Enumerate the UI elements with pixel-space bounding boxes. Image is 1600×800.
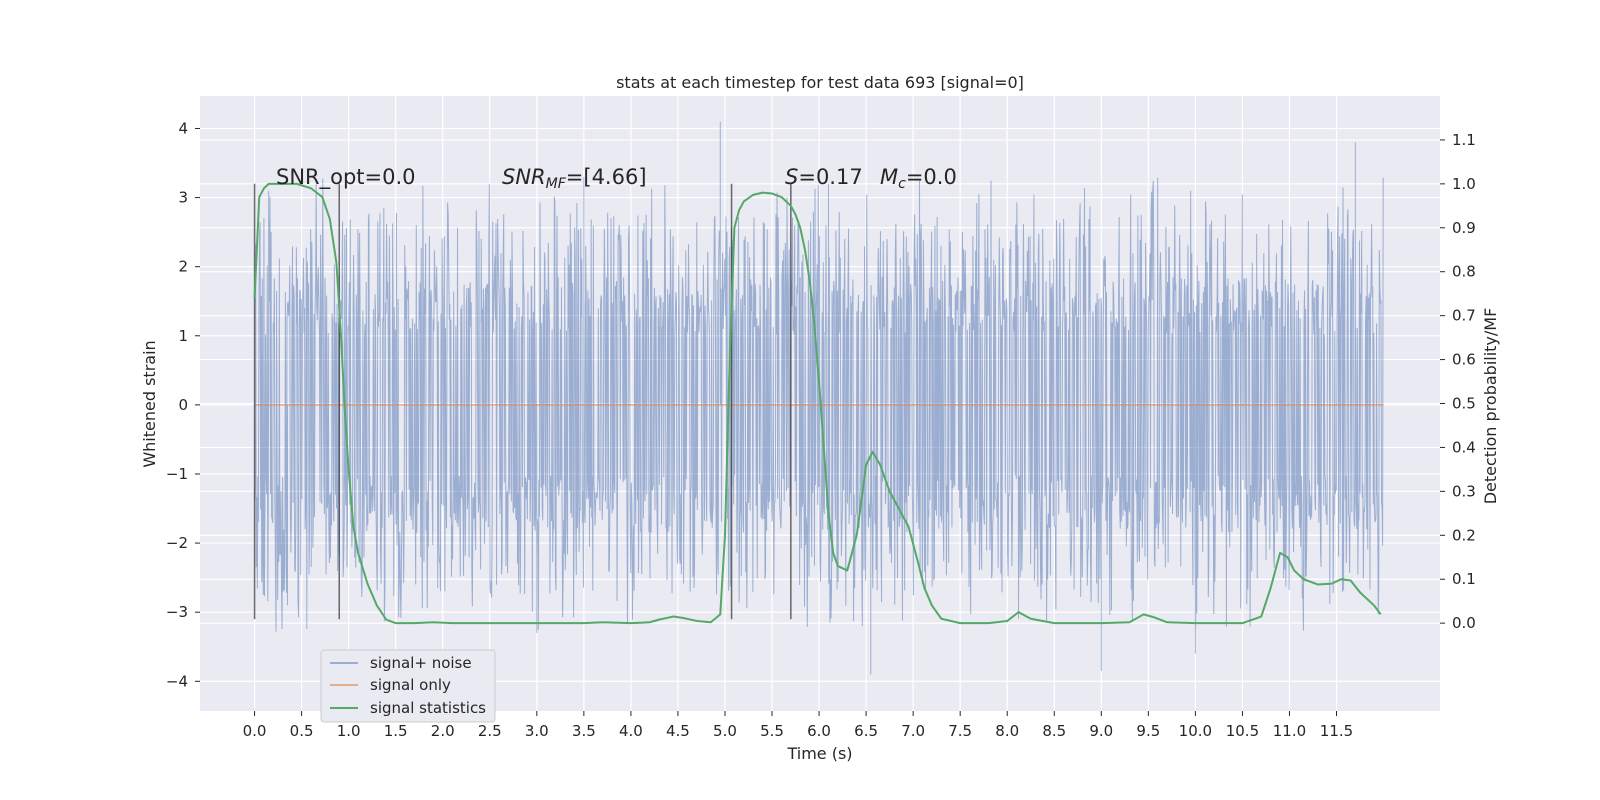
right-axis-label: Detection probability/MF [1481, 308, 1500, 505]
mc-main: M [880, 165, 898, 189]
right-tick-label-5: 0.5 [1452, 395, 1476, 413]
chart-title: stats at each timestep for test data 693… [616, 73, 1024, 92]
legend-label-noise: signal+ noise [370, 654, 472, 672]
y-tick-label-2: −2 [166, 534, 188, 552]
x-tick-label-23: 11.5 [1320, 722, 1353, 740]
right-tick-label-6: 0.6 [1452, 351, 1476, 369]
x-axis-label: Time (s) [786, 744, 852, 763]
y-tick-label-1: −3 [166, 603, 188, 621]
right-tick-label-2: 0.2 [1452, 526, 1476, 544]
right-tick-label-11: 1.1 [1452, 131, 1476, 149]
snr-opt-annotation: SNR_opt=0.0 [276, 165, 416, 190]
right-tick-label-10: 1.0 [1452, 175, 1476, 193]
x-tick-label-21: 10.5 [1226, 722, 1259, 740]
x-tick-label-6: 3.0 [525, 722, 549, 740]
legend-label-statistics: signal statistics [370, 699, 486, 717]
y-tick-label-5: 1 [178, 327, 188, 345]
x-tick-label-7: 3.5 [572, 722, 596, 740]
x-tick-label-4: 2.0 [431, 722, 455, 740]
x-tick-label-19: 9.5 [1136, 722, 1160, 740]
statistics-line-0 [253, 182, 1382, 625]
snr-mf-main: SNR [502, 165, 546, 189]
s-main: S [785, 165, 798, 189]
right-tick-label-7: 0.7 [1452, 307, 1476, 325]
x-tick-label-18: 9.0 [1089, 722, 1113, 740]
x-tick-label-20: 10.0 [1179, 722, 1212, 740]
y-tick-label-6: 2 [178, 258, 188, 276]
right-tick-label-1: 0.1 [1452, 570, 1476, 588]
mc-sub: c [898, 176, 906, 192]
y-tick-label-3: −1 [166, 465, 188, 483]
annotations: SNR_opt=0.0 SNRMF=[4.66] S=0.17 Mc=0.0 [276, 165, 957, 192]
y-axis-label: Whitened strain [140, 340, 159, 467]
x-tick-label-16: 8.0 [995, 722, 1019, 740]
x-tick-label-9: 4.5 [666, 722, 690, 740]
y-tick-label-7: 3 [178, 189, 188, 207]
legend-label-signal-only: signal only [370, 676, 451, 694]
x-tick-label-3: 1.5 [384, 722, 408, 740]
snr-mf-sub: MF [546, 176, 567, 192]
right-tick-label-9: 0.9 [1452, 219, 1476, 237]
x-tick-label-0: 0.0 [243, 722, 267, 740]
signal-noise-series [254, 121, 1384, 675]
x-tick-label-5: 2.5 [478, 722, 502, 740]
y-tick-label-0: −4 [166, 672, 188, 690]
x-tick-label-10: 5.0 [713, 722, 737, 740]
x-tick-label-15: 7.5 [948, 722, 972, 740]
x-tick-label-8: 4.0 [619, 722, 643, 740]
legend-box [320, 649, 496, 723]
noise-trace [254, 121, 1384, 675]
right-tick-label-0: 0.0 [1452, 614, 1476, 632]
marker-lines [253, 183, 792, 620]
s-value: =0.17 [798, 165, 862, 189]
x-tick-label-2: 1.0 [337, 722, 361, 740]
right-tick-label-3: 0.3 [1452, 482, 1476, 500]
s-annotation: S=0.17 [785, 165, 863, 189]
signal-statistics-series [253, 182, 1382, 625]
mc-annotation: Mc=0.0 [880, 165, 957, 192]
snr-mf-annotation: SNRMF=[4.66] [502, 165, 647, 192]
x-tick-label-14: 7.0 [901, 722, 925, 740]
snr-mf-value: =[4.66] [566, 165, 647, 189]
x-axis-ticks: 0.0 0.5 1.0 1.5 2.0 2.5 3.0 3.5 4.0 4.5 5.0 5.5 6.0 6… [243, 711, 1353, 740]
x-tick-label-22: 11.0 [1273, 722, 1306, 740]
legend: signal+ noise signal only signal statist… [320, 649, 496, 723]
mc-value: =0.0 [906, 165, 957, 189]
y-tick-label-8: 4 [178, 119, 188, 137]
x-tick-label-1: 0.5 [290, 722, 314, 740]
x-tick-label-12: 6.0 [807, 722, 831, 740]
x-tick-label-17: 8.5 [1042, 722, 1066, 740]
x-tick-label-11: 5.5 [760, 722, 784, 740]
x-tick-label-13: 6.5 [854, 722, 878, 740]
right-tick-label-4: 0.4 [1452, 438, 1476, 456]
right-axis-ticks: 0.0 0.1 0.2 0.3 0.4 0.5 0.6 0.7 0.8 0.9 1.0 1.1 [1440, 131, 1476, 632]
right-tick-label-8: 0.8 [1452, 263, 1476, 281]
y-tick-label-4: 0 [178, 396, 188, 414]
y-axis-ticks: −4 −3 −2 −1 0 1 2 3 4 [166, 119, 200, 690]
